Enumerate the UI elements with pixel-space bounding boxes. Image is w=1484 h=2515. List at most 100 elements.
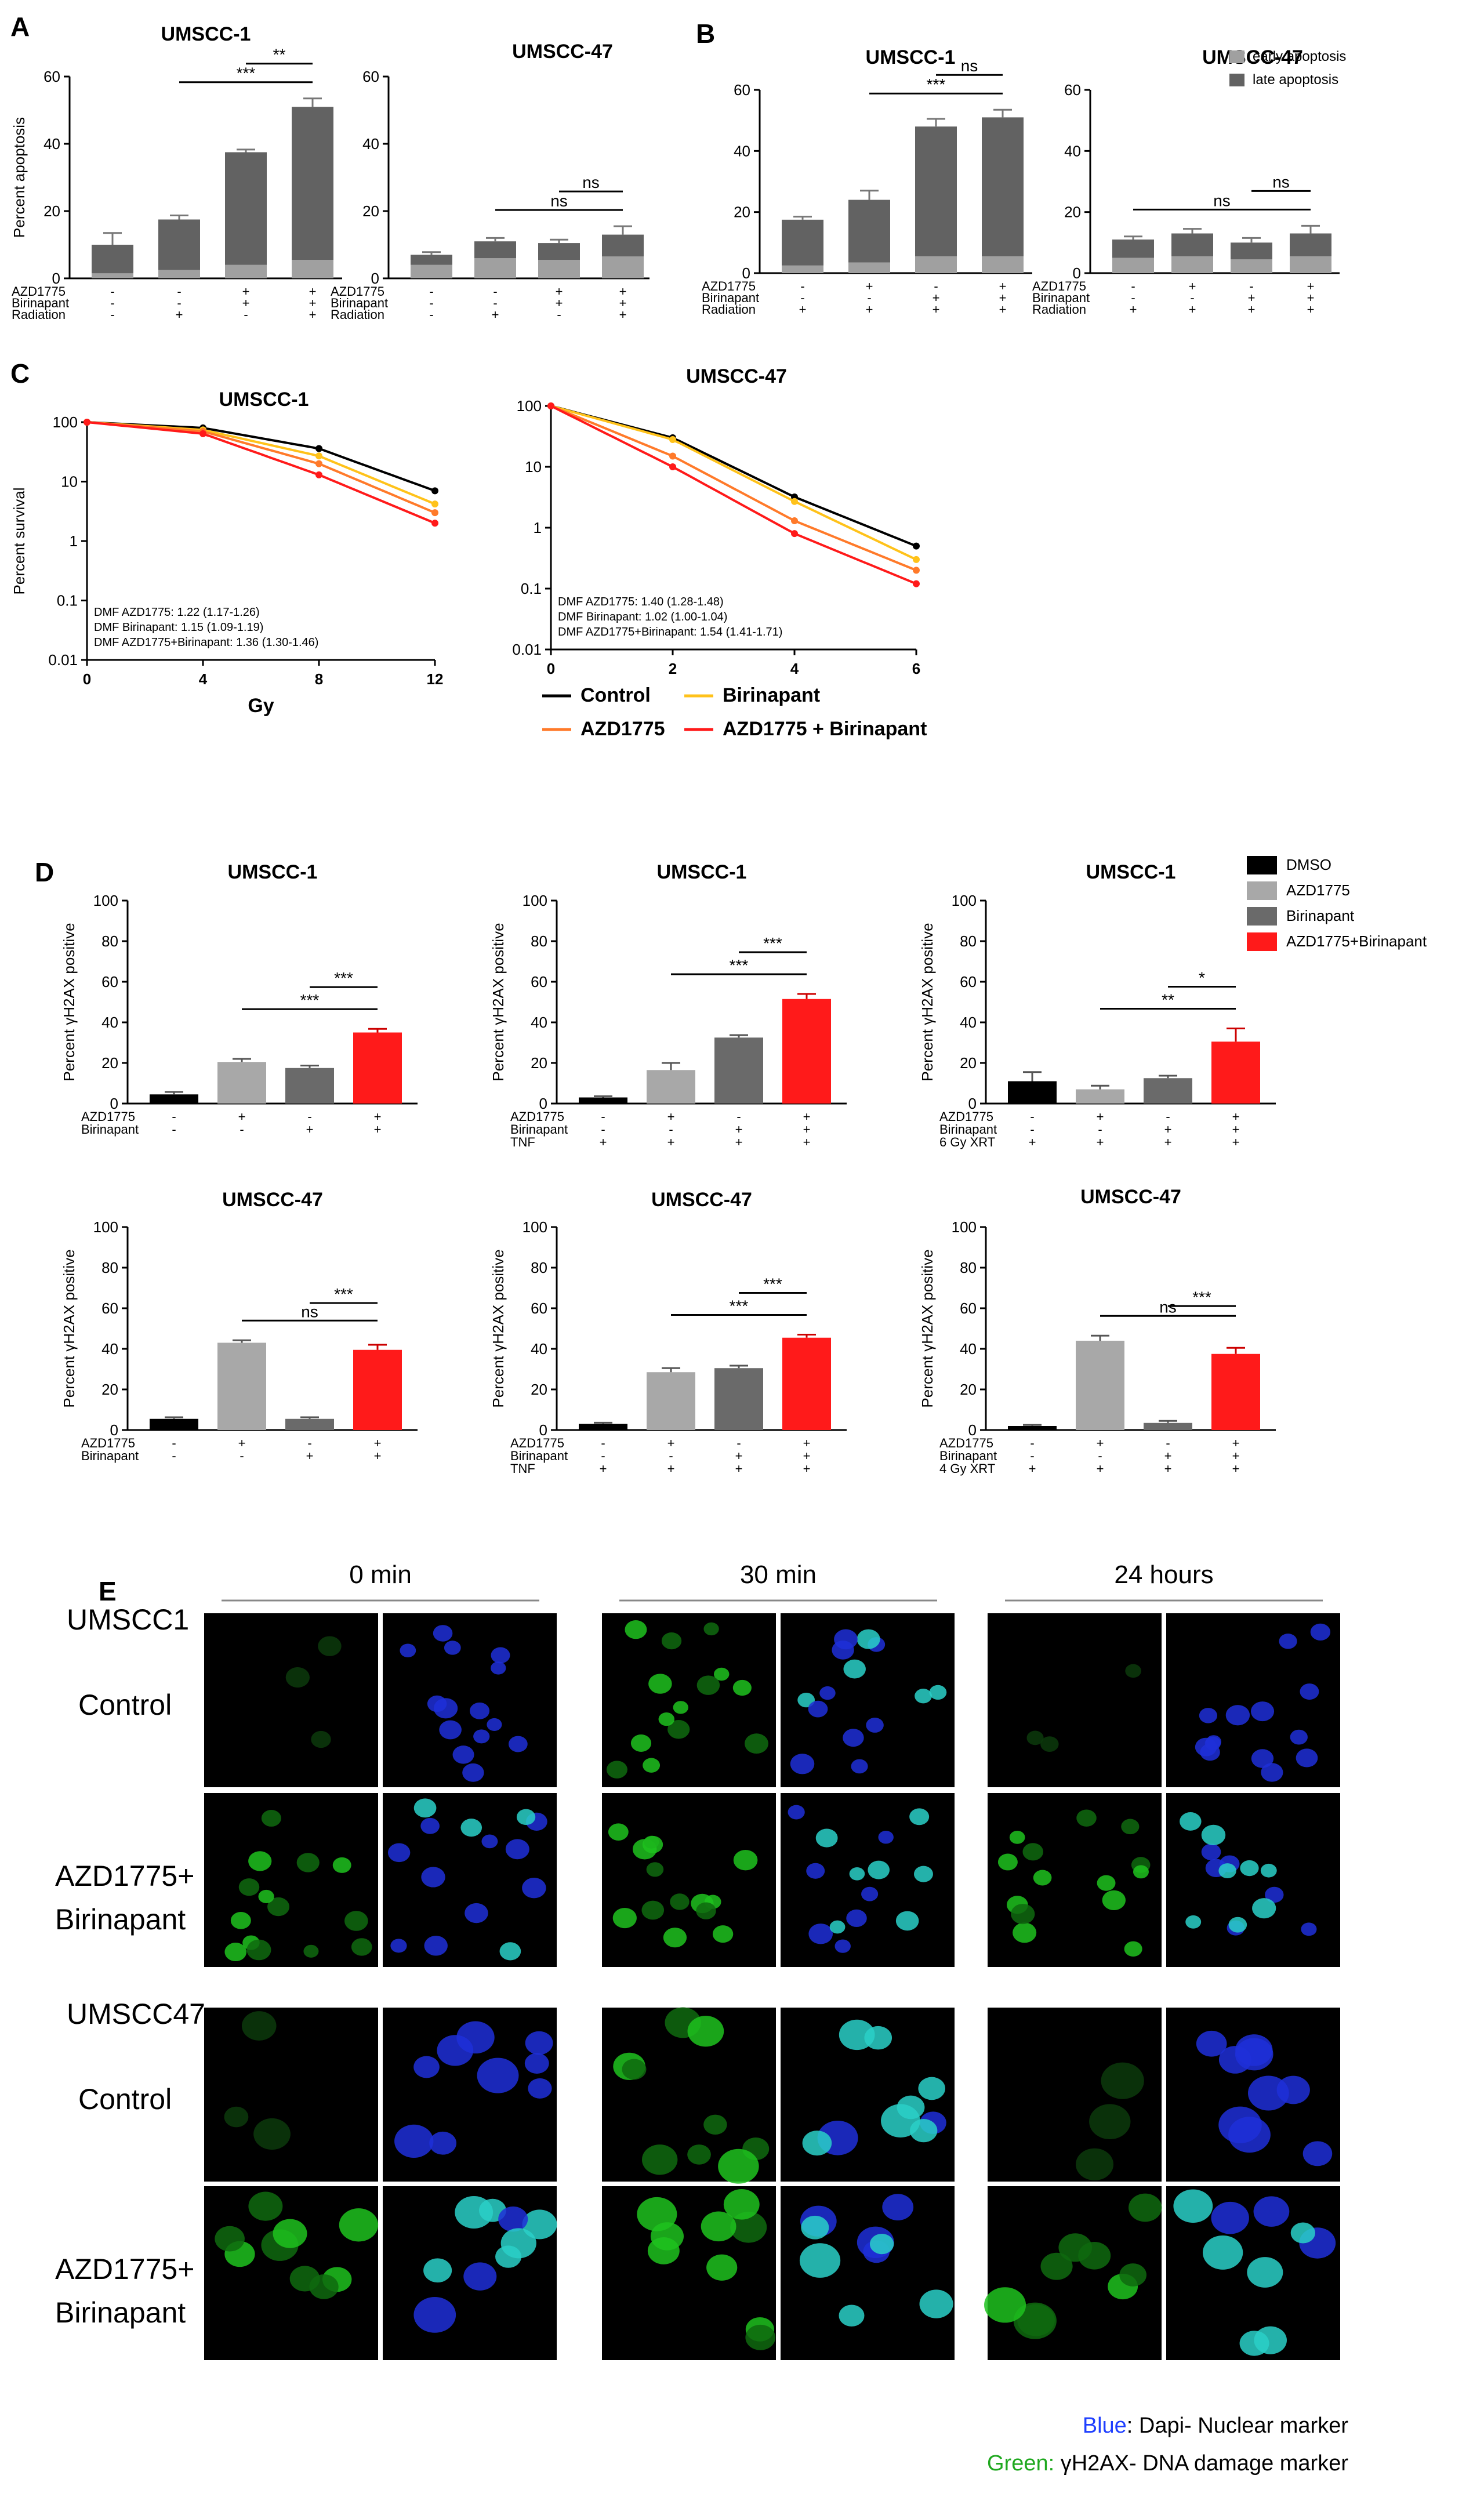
legend-swatch	[1247, 932, 1277, 951]
treatment-sign: -	[240, 1122, 244, 1137]
y-tick-label: 0	[968, 1095, 977, 1112]
cell-nucleus	[878, 1830, 894, 1844]
cell-nucleus	[918, 2077, 945, 2100]
legend-label: late apoptosis	[1253, 72, 1338, 88]
treatment-sign: +	[667, 1461, 675, 1476]
cell-nucleus	[273, 2219, 307, 2248]
bar-late	[292, 107, 333, 260]
y-tick-label: 40	[960, 1340, 977, 1358]
bar	[714, 1368, 763, 1430]
treatment-sign: -	[493, 284, 497, 299]
treatment-sign: +	[667, 1109, 675, 1124]
cell-nucleus	[230, 1911, 251, 1929]
treatment-sign: +	[1097, 1436, 1104, 1450]
bar	[1144, 1078, 1192, 1104]
y-tick-label: 20	[960, 1054, 977, 1072]
treatment-sign: +	[309, 307, 317, 322]
treatment-sign: +	[1189, 302, 1196, 317]
treatment-name: AZD1775	[331, 284, 384, 299]
treatment-sign: +	[667, 1436, 675, 1450]
treatment-name: AZD1775	[12, 284, 66, 299]
cell-nucleus	[646, 1862, 664, 1877]
cell-nucleus	[641, 2144, 678, 2175]
cell-nucleus	[522, 1878, 546, 1899]
cell-nucleus	[919, 2289, 953, 2318]
cell-nucleus	[437, 2035, 474, 2066]
chart-title: UMSCC-47	[222, 1189, 323, 1211]
treatment-name: Radiation	[702, 302, 756, 317]
treatment-name: TNF	[510, 1135, 535, 1149]
legend-swatch	[1247, 856, 1277, 874]
row-condition: AZD1775+	[55, 1860, 194, 1892]
cell-nucleus	[1017, 2304, 1055, 2336]
treatment-sign: +	[1248, 302, 1256, 317]
cell-nucleus	[1260, 1863, 1277, 1878]
cell-nucleus	[499, 1942, 521, 1961]
cell-nucleus	[463, 2262, 497, 2291]
treatment-sign: -	[1166, 1436, 1170, 1450]
y-tick-label: 80	[960, 932, 977, 950]
bar-late	[915, 126, 957, 257]
y-tick-label: 60	[362, 68, 379, 85]
cell-nucleus	[400, 1643, 416, 1658]
bar	[714, 1037, 763, 1104]
legend-label: Birinapant	[723, 684, 820, 706]
bar	[579, 1424, 627, 1430]
cell-nucleus	[819, 1686, 836, 1700]
cell-nucleus	[1261, 1763, 1283, 1782]
cell-nucleus	[1199, 1708, 1217, 1723]
y-axis-label: Percent survival	[10, 488, 28, 595]
legend-label: AZD1775	[1286, 881, 1350, 899]
cell-nucleus	[663, 1928, 687, 1948]
legend-green-label: Green:	[987, 2451, 1054, 2476]
bar-early	[92, 273, 133, 278]
x-tick-label: 4	[790, 660, 799, 677]
cell-nucleus	[913, 1866, 933, 1882]
x-tick-label: 0	[547, 660, 555, 677]
bar-late	[602, 234, 644, 257]
survival-line	[86, 421, 436, 524]
row-condition: Birinapant	[55, 1903, 186, 1936]
cell-nucleus	[1026, 1730, 1044, 1745]
x-axis-label: Gy	[248, 695, 274, 717]
cell-nucleus	[224, 1943, 247, 1962]
treatment-sign: +	[1029, 1461, 1036, 1476]
cell-nucleus	[394, 2124, 434, 2158]
y-tick-label: 0	[1073, 264, 1081, 282]
y-tick-label: 20	[43, 202, 60, 220]
bar-late	[411, 255, 452, 265]
cell-nucleus	[1196, 2030, 1227, 2057]
row-cell-line: UMSCC1	[67, 1603, 189, 1636]
y-tick-label: 100	[517, 397, 542, 415]
cell-nucleus	[696, 1902, 716, 1919]
cell-nucleus	[929, 1685, 947, 1700]
significance-label: **	[1162, 991, 1174, 1009]
y-tick-label: 80	[960, 1259, 977, 1276]
cell-nucleus	[215, 2226, 245, 2252]
y-tick-label: 0	[539, 1421, 547, 1439]
treatment-sign: +	[1097, 1109, 1104, 1124]
survival-line	[550, 405, 917, 572]
cell-nucleus	[241, 2011, 277, 2041]
y-tick-label: 80	[101, 932, 118, 950]
data-point	[315, 471, 322, 478]
legend-label: AZD1775	[580, 718, 665, 740]
data-point	[315, 460, 322, 467]
treatment-name: AZD1775	[702, 279, 756, 293]
y-tick-label: 60	[101, 973, 118, 990]
cell-nucleus	[1290, 2222, 1315, 2244]
chart-title: UMSCC-1	[1086, 861, 1176, 883]
treatment-sign: +	[1164, 1135, 1172, 1149]
data-point	[431, 487, 438, 495]
y-tick-label: 0	[742, 264, 750, 282]
cell-nucleus	[303, 1944, 319, 1958]
y-tick-label: 60	[101, 1300, 118, 1317]
y-tick-label: 40	[734, 142, 750, 159]
cell-nucleus	[452, 1745, 474, 1764]
cell-nucleus	[712, 1925, 734, 1943]
y-tick-label: 60	[960, 1300, 977, 1317]
cell-nucleus	[1011, 1904, 1035, 1925]
treatment-sign: -	[1098, 1122, 1102, 1137]
legend-label: early apoptosis	[1253, 49, 1346, 64]
cell-nucleus	[806, 1863, 825, 1879]
